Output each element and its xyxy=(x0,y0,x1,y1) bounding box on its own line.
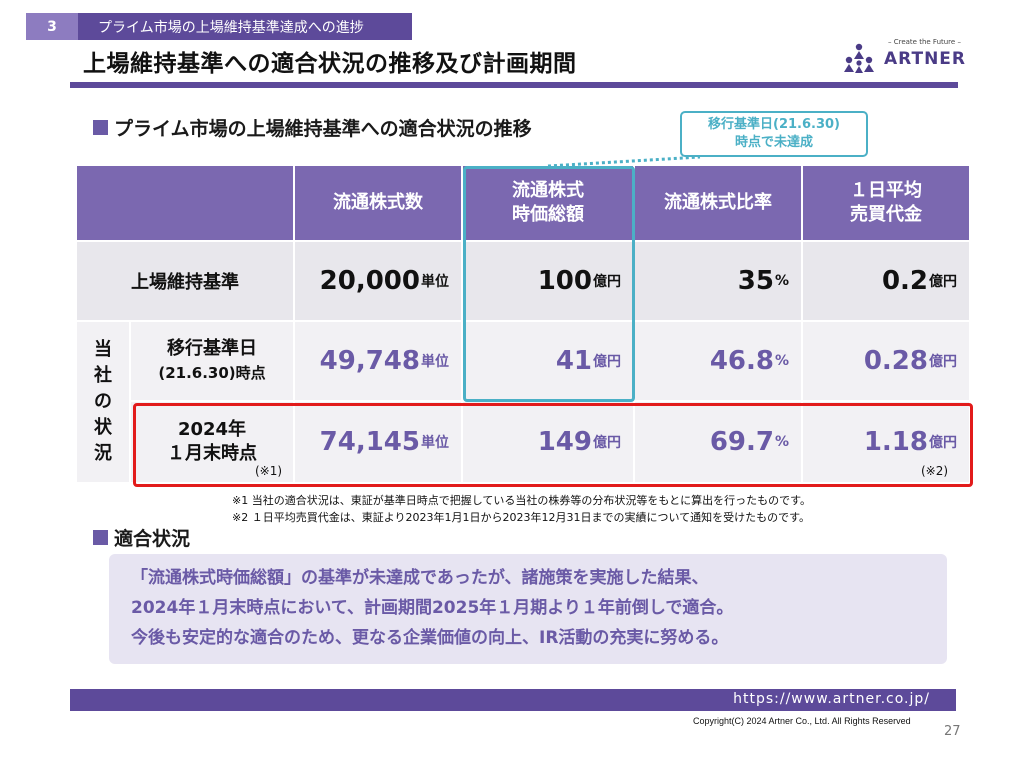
square-bullet-icon xyxy=(93,530,108,545)
standard-float-ratio: 35% xyxy=(635,242,803,322)
note-marker-1: (※1) xyxy=(255,464,283,478)
header-float-ratio: 流通株式比率 xyxy=(635,166,803,242)
section-title: プライム市場の上場維持基準達成への進捗 xyxy=(78,13,412,40)
square-bullet-icon xyxy=(93,120,108,135)
summary-line-1: 「流通株式時価総額」の基準が未達成であったが、諸施策を実施した結果、 xyxy=(131,568,709,588)
compliance-summary: 「流通株式時価総額」の基準が未達成であったが、諸施策を実施した結果、 2024年… xyxy=(109,554,947,664)
callout-line-2: 時点で未達成 xyxy=(734,135,813,150)
transition-market-cap: 41 億円 xyxy=(463,322,635,402)
current-row-highlight xyxy=(133,403,973,487)
section-number: 3 xyxy=(26,13,78,40)
artner-logo-icon xyxy=(844,43,874,73)
standard-daily-trading: 0.2 億円 xyxy=(803,242,971,322)
summary-line-2: 2024年１月末時点において、計画期間2025年１月期より１年前倒しで適合。 xyxy=(131,598,734,618)
transition-floating-shares: 49,748 単位 xyxy=(295,322,463,402)
compliance-heading: 適合状況 xyxy=(93,524,190,551)
transition-callout: 移行基準日(21.6.30) 時点で未達成 xyxy=(680,111,868,157)
footnote-1: ※1 当社の適合状況は、東証が基準日時点で把握している当社の株券等の分布状況等を… xyxy=(232,494,812,507)
current-market-cap: 149 億円 xyxy=(463,402,635,484)
standard-floating-shares: 20,000 単位 xyxy=(295,242,463,322)
section-tag: 3 プライム市場の上場維持基準達成への進捗 xyxy=(26,13,412,40)
transition-float-ratio: 46.8% xyxy=(635,322,803,402)
table-section-heading-text: プライム市場の上場維持基準への適合状況の推移 xyxy=(114,118,532,140)
note-marker-2: (※2) xyxy=(921,464,949,478)
company-logo: – Create the Future – ARTNER xyxy=(840,38,965,78)
current-floating-shares: 74,145 単位 xyxy=(295,402,463,484)
header-blank xyxy=(77,166,295,242)
transition-daily-trading: 0.28 億円 xyxy=(803,322,971,402)
summary-line-3: 今後も安定的な適合のため、更なる企業価値の向上、IR活動の充実に努める。 xyxy=(131,628,729,648)
callout-line-1: 移行基準日(21.6.30) xyxy=(708,117,840,132)
page-title: 上場維持基準への適合状況の推移及び計画期間 xyxy=(83,51,577,77)
footer-bar: https://www.artner.co.jp/ xyxy=(70,689,956,711)
logo-wordmark: ARTNER xyxy=(884,49,967,69)
current-daily-trading: 1.18 億円 xyxy=(803,402,971,484)
market-cap-highlight xyxy=(463,166,635,402)
header-market-cap: 流通株式 時価総額 xyxy=(463,166,635,242)
footer-url-link[interactable]: https://www.artner.co.jp/ xyxy=(733,691,930,707)
header-daily-trading: １日平均 売買代金 xyxy=(803,166,971,242)
logo-tagline: – Create the Future – xyxy=(888,38,961,46)
standard-row-label: 上場維持基準 xyxy=(77,242,295,322)
standard-market-cap: 100 億円 xyxy=(463,242,635,322)
current-float-ratio: 69.7% xyxy=(635,402,803,484)
footnotes: ※1 当社の適合状況は、東証が基準日時点で把握している当社の株券等の分布状況等を… xyxy=(232,492,811,526)
compliance-heading-text: 適合状況 xyxy=(114,528,191,550)
transition-row-label: 移行基準日 (21.6.30)時点 xyxy=(131,322,295,402)
compliance-table: 流通株式数 流通株式 時価総額 流通株式比率 １日平均 売買代金 上場維持基準 20… xyxy=(77,166,971,484)
company-status-label: 当 社 の 状 況 xyxy=(77,322,131,484)
copyright: Copyright(C) 2024 Artner Co., Ltd. All R… xyxy=(693,716,911,726)
table-section-heading: プライム市場の上場維持基準への適合状況の推移 xyxy=(93,114,532,141)
page-number: 27 xyxy=(944,724,961,739)
title-divider xyxy=(70,82,958,88)
current-row-label: 2024年 １月末時点 xyxy=(131,402,295,484)
header-floating-shares: 流通株式数 xyxy=(295,166,463,242)
footnote-2: ※2 １日平均売買代金は、東証より2023年1月1日から2023年12月31日ま… xyxy=(232,511,811,524)
